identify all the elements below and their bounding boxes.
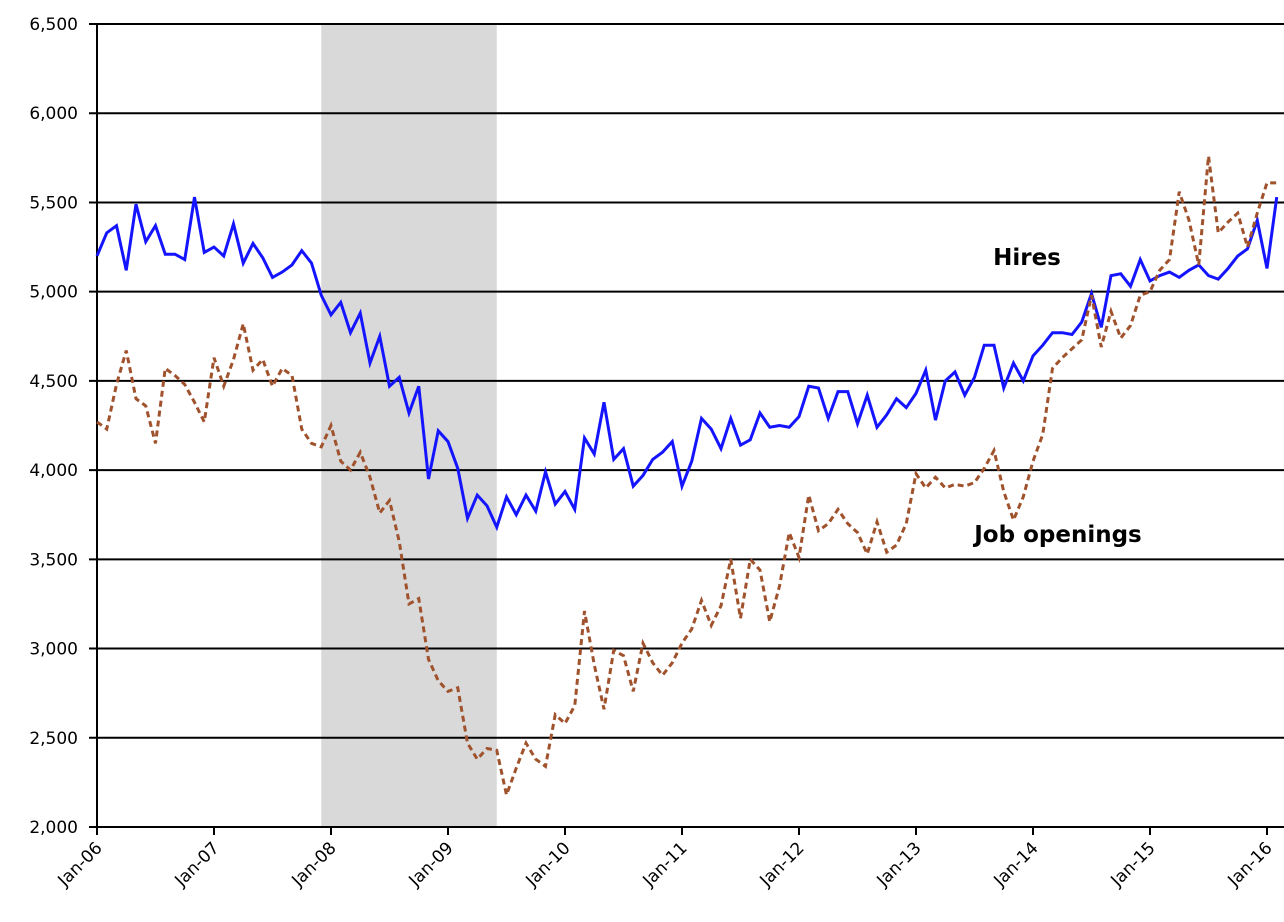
series-annotation: Hires xyxy=(993,245,1061,271)
x-tick-label: Jan-14 xyxy=(990,838,1043,891)
y-tick-label: 5,000 xyxy=(29,283,78,303)
x-tick-label: Jan-13 xyxy=(873,838,926,891)
y-tick-label: 3,500 xyxy=(29,550,78,570)
y-tick-label: 4,000 xyxy=(29,461,78,481)
y-tick-label: 3,000 xyxy=(29,640,78,660)
x-tick-label: Jan-16 xyxy=(1224,838,1277,891)
y-tick-label: 2,500 xyxy=(29,729,78,749)
y-tick-label: 4,500 xyxy=(29,372,78,392)
y-tick-label: 5,500 xyxy=(29,193,78,213)
x-tick-label: Jan-06 xyxy=(54,838,107,891)
x-tick-label: Jan-10 xyxy=(522,838,575,891)
x-tick-label: Jan-11 xyxy=(639,838,692,891)
series-line xyxy=(95,196,1279,532)
x-tick-label: Jan-07 xyxy=(171,838,224,891)
y-tick-label: 6,500 xyxy=(29,15,78,35)
shaded-period xyxy=(321,24,497,827)
y-tick-label: 2,000 xyxy=(29,818,78,838)
series-line xyxy=(96,155,1277,801)
series-annotation: Job openings xyxy=(972,522,1141,548)
y-tick-label: 6,000 xyxy=(29,104,78,124)
x-tick-label: Jan-15 xyxy=(1107,838,1160,891)
x-tick-label: Jan-12 xyxy=(756,838,809,891)
x-tick-label: Jan-09 xyxy=(405,838,458,891)
x-tick-label: Jan-08 xyxy=(288,838,341,891)
